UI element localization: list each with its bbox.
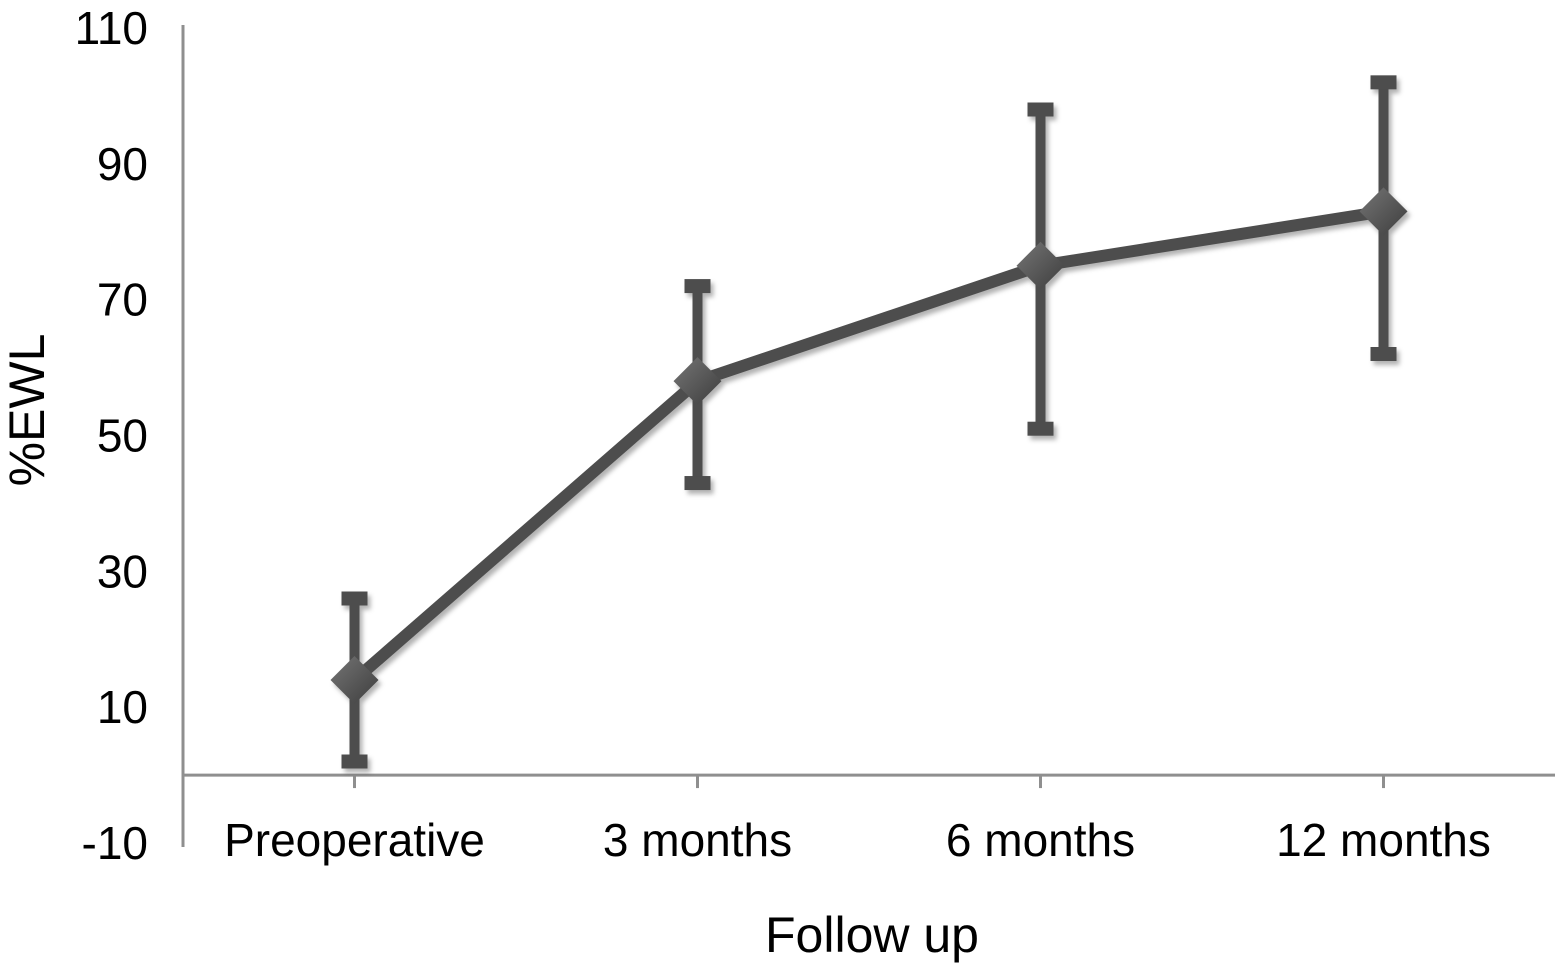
data-point-marker [1359, 187, 1408, 236]
error-bar-cap-top [684, 279, 711, 294]
x-category-label: 3 months [603, 814, 792, 866]
y-tick-label: 50 [97, 410, 148, 462]
y-tick-label: 110 [75, 2, 148, 54]
x-category-label: 6 months [946, 814, 1135, 866]
y-tick-label: 90 [97, 138, 148, 190]
x-axis-title: Follow up [765, 907, 979, 963]
axes-layer [181, 25, 1555, 847]
data-point-marker [1016, 241, 1065, 290]
x-category-label: 12 months [1276, 814, 1491, 866]
y-tick-label: 70 [97, 274, 148, 326]
data-series [330, 75, 1408, 769]
error-bar-cap-top [1370, 75, 1397, 90]
y-tick-label: -10 [82, 817, 148, 869]
error-bar-cap-bottom [341, 754, 368, 769]
error-bar-cap-bottom [1027, 421, 1054, 436]
y-tick-label: 30 [97, 545, 148, 597]
series-layer [330, 75, 1408, 769]
x-category-label: Preoperative [224, 814, 485, 866]
y-axis-title: %EWL [0, 334, 55, 487]
series-line [348, 205, 1390, 686]
error-bar-cap-top [1027, 102, 1054, 117]
error-bar-cap-bottom [1370, 347, 1397, 361]
error-bar-cap-bottom [684, 476, 711, 491]
data-point-marker [330, 656, 379, 704]
y-tick-label: 10 [97, 681, 148, 733]
labels-layer: 110 90 70 50 30 10 -10 Preoperative 3 months 6 mo… [75, 2, 1491, 869]
error-bar-cap-top [341, 591, 368, 606]
data-point-marker [673, 357, 722, 406]
